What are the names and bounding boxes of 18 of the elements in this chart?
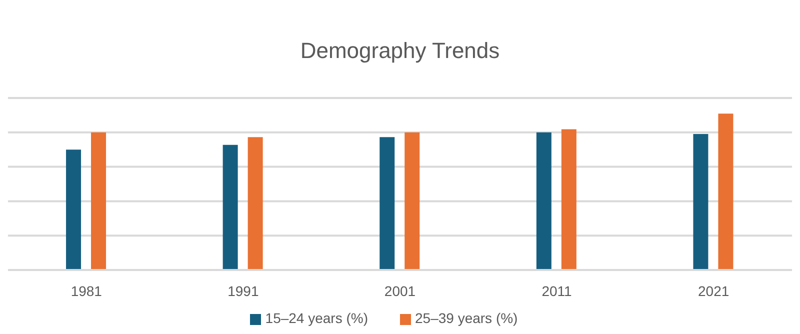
legend-label: 15–24 years (%) bbox=[265, 310, 368, 326]
bar bbox=[248, 137, 263, 270]
x-tick-label: 1981 bbox=[70, 282, 102, 299]
bar bbox=[718, 114, 734, 270]
x-tick-label: 1991 bbox=[228, 282, 259, 299]
x-tick-label: 2001 bbox=[384, 282, 416, 299]
bar bbox=[561, 129, 576, 270]
bar bbox=[66, 150, 82, 270]
bar bbox=[536, 132, 552, 270]
bar bbox=[693, 134, 708, 270]
bar bbox=[91, 132, 106, 270]
chart-title: Demography Trends bbox=[299, 37, 501, 65]
x-tick-label: 2011 bbox=[542, 282, 572, 299]
legend-label: 25–39 years (%) bbox=[415, 310, 518, 326]
x-tick-label: 2021 bbox=[698, 282, 730, 299]
bar bbox=[222, 144, 238, 270]
bar bbox=[404, 132, 420, 270]
bar bbox=[380, 137, 395, 270]
